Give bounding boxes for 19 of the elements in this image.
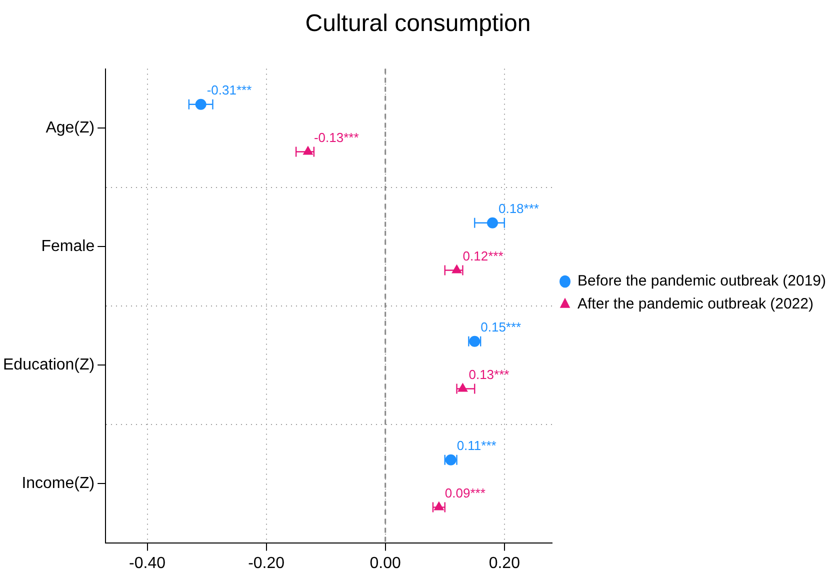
legend-label: Before the pandemic outbreak (2019)	[578, 272, 826, 290]
data-label: 0.15***	[480, 319, 522, 334]
y-tick-label: Age(Z)	[46, 119, 95, 136]
data-label: 0.11***	[456, 438, 496, 453]
data-label: 0.18***	[498, 200, 539, 216]
chart-title: Cultural consumption	[305, 10, 531, 38]
y-tick-label: Income(Z)	[22, 474, 95, 492]
x-tick-label: 0.00	[370, 554, 402, 572]
data-label: 0.12***	[462, 248, 504, 264]
data-label: 0.09***	[444, 485, 486, 500]
y-tick-label: Female	[41, 238, 95, 255]
data-label: -0.31***	[206, 82, 252, 98]
x-tick-label: 0.20	[488, 554, 520, 572]
legend-label: After the pandemic outbreak (2022)	[578, 296, 814, 313]
x-tick-label: -0.20	[248, 554, 285, 572]
data-label: -0.13***	[314, 130, 359, 145]
y-tick-label: Education(Z)	[3, 356, 95, 374]
data-label: 0.13***	[468, 366, 510, 382]
x-tick-label: -0.40	[129, 554, 166, 572]
